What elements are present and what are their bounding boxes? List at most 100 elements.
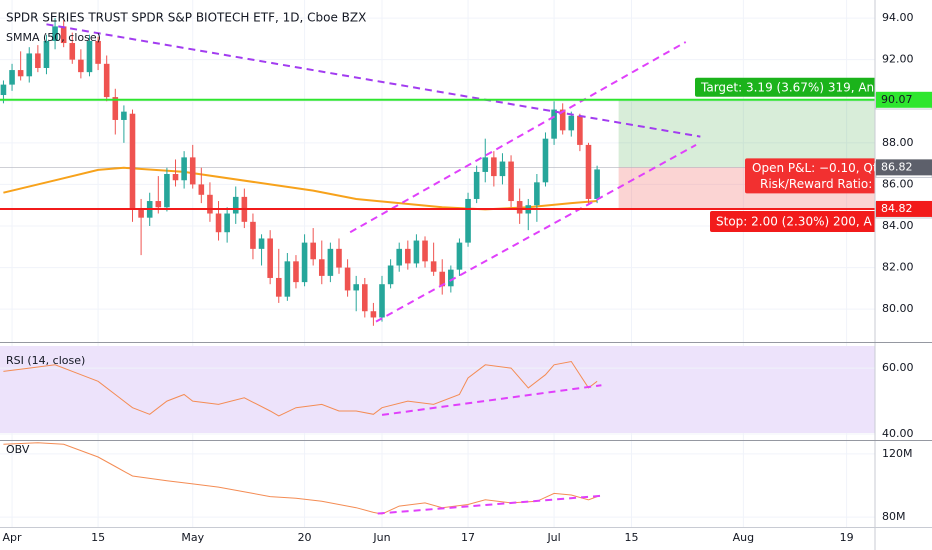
plot-area: Target: 3.19 (3.67%) 319, An Open P&L: −0… [0,0,878,527]
price-label-box [876,200,932,217]
candle-body [491,157,497,177]
target-box [695,77,875,97]
rsi-label: RSI (14, close) [6,354,85,367]
indicator-line [3,360,598,417]
candle-body [473,171,480,199]
candle-body [207,194,213,214]
y-tick-label: 84.00 [882,219,914,232]
candle-body [542,138,549,183]
y-tick-label: 94.00 [882,11,914,24]
trendline [377,494,602,515]
price-label-box [876,91,932,108]
target-zone [618,99,875,168]
chart-title: SPDR SERIES TRUST SPDR S&P BIOTECH ETF, … [6,11,366,25]
candle-body [52,26,58,41]
candle-body [26,53,33,77]
y-tick-label: 60.00 [882,361,914,374]
trendline [46,23,701,138]
price-label-box [876,159,932,176]
candle-body [129,113,136,210]
y-tick-label: 40.00 [882,427,914,440]
candle-body [86,40,93,73]
pnl-label: Open P&L: −0.10, Qt [752,161,878,175]
candle-body [9,70,15,85]
y-tick-label: 80.00 [882,302,914,315]
candle-body [430,261,437,272]
candle-body [568,115,575,131]
candle-body [577,115,583,145]
x-tick-label: Jun [372,531,390,544]
candle-body [594,169,600,199]
candle-body [232,196,239,214]
candle-body [387,265,394,285]
x-tick-label: Apr [3,531,23,544]
x-tick-label: 15 [91,531,105,544]
price-label: 90.07 [881,93,913,106]
candle-body [138,209,144,218]
rr-label: Risk/Reward Ratio: [760,177,872,191]
candle-body [181,157,187,181]
candle-body [508,161,514,202]
y-tick-label: 92.00 [882,53,914,66]
candle-body [499,161,506,177]
candle-body [396,248,403,266]
candle-body [215,213,222,233]
pnl-box [745,158,875,194]
x-tick-label: 20 [298,531,312,544]
candle-body [559,109,566,131]
x-tick-label: May [181,531,204,544]
y-tick-label: 82.00 [882,261,914,274]
trendline [375,144,697,323]
candle-body [275,277,282,297]
candle-body [448,269,454,287]
candle-body [585,144,592,199]
candle-body [353,284,359,291]
candle-body [35,53,41,68]
candle-body [258,238,265,249]
candle-body [0,84,7,96]
candle-body [103,63,110,98]
candle-body [327,248,334,276]
y-tick-label: 88.00 [882,136,914,149]
price-label: 86.82 [881,160,913,173]
candle-body [189,157,196,185]
candle-body [465,198,471,243]
candle-body [370,311,377,318]
candle-body [301,242,308,283]
candle-body [405,248,411,264]
candle-body [336,248,342,268]
rsi-band [0,346,875,433]
y-tick-label: 80M [882,510,906,523]
target-label: Target: 3.19 (3.67%) 319, An [700,80,874,94]
candle-body [534,182,540,206]
candle-body [155,201,162,208]
candle-body [362,284,368,312]
candle-body [43,40,50,68]
smma-label: SMMA (50, close) [6,31,101,44]
obv-label: OBV [6,443,30,456]
x-tick-label: 17 [461,531,475,544]
candle-body [121,111,127,120]
y-tick-label: 86.00 [882,177,914,190]
candle-body [17,70,24,77]
y-tick-label: 120M [882,447,913,460]
price-label: 84.82 [881,202,913,215]
candle-body [482,157,489,172]
candle-body [456,242,463,270]
candle-body [310,242,316,260]
candle-body [78,59,84,73]
stop-box [710,210,875,232]
candle-body [60,26,67,44]
candle-body [112,97,119,120]
candle-body [422,240,428,262]
trendline [381,384,602,416]
candle-body [551,109,557,139]
candle-body [172,174,179,181]
candle-body [439,271,446,287]
candle-body [95,40,101,64]
candle-body [516,201,523,214]
stop-label: Stop: 2.00 (2.30%) 200, A [716,214,873,228]
indicator-line [3,442,598,515]
candle-body [284,261,291,297]
